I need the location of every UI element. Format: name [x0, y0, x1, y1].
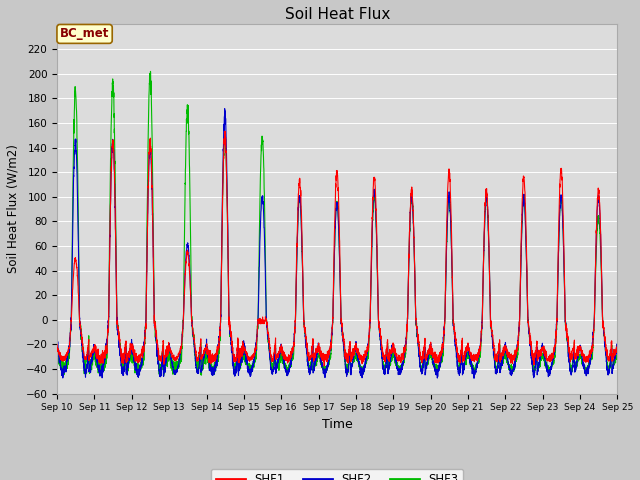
SHF1: [221, 128, 228, 134]
Line: SHF2: SHF2: [57, 108, 618, 378]
Title: Soil Heat Flux: Soil Heat Flux: [285, 7, 390, 22]
SHF2: [317, 354, 324, 360]
SHF1: [154, 344, 162, 350]
SHF2: [614, 344, 621, 350]
SHF1: [614, 342, 621, 348]
SHF1: [321, 363, 328, 369]
Legend: SHF1, SHF2, SHF3: SHF1, SHF2, SHF3: [211, 468, 463, 480]
SHF2: [470, 375, 478, 381]
SHF1: [613, 346, 621, 351]
SHF2: [432, 367, 440, 372]
SHF3: [317, 359, 324, 364]
SHF3: [613, 355, 621, 360]
SHF3: [463, 354, 471, 360]
SHF3: [147, 69, 154, 74]
SHF2: [154, 353, 162, 359]
Line: SHF3: SHF3: [57, 72, 618, 376]
SHF1: [53, 342, 61, 348]
SHF3: [495, 350, 502, 356]
SHF3: [614, 350, 621, 356]
SHF1: [495, 344, 502, 349]
Y-axis label: Soil Heat Flux (W/m2): Soil Heat Flux (W/m2): [7, 144, 20, 274]
SHF3: [53, 353, 61, 359]
X-axis label: Time: Time: [322, 418, 353, 431]
SHF3: [432, 366, 440, 372]
SHF2: [53, 343, 61, 348]
SHF1: [432, 358, 440, 363]
SHF3: [156, 373, 164, 379]
SHF1: [463, 347, 471, 352]
SHF3: [154, 355, 162, 361]
SHF2: [221, 106, 228, 111]
SHF1: [317, 349, 324, 355]
SHF2: [613, 345, 621, 350]
Line: SHF1: SHF1: [57, 131, 618, 366]
Text: BC_met: BC_met: [60, 27, 109, 40]
SHF2: [495, 357, 502, 362]
SHF2: [463, 348, 471, 353]
